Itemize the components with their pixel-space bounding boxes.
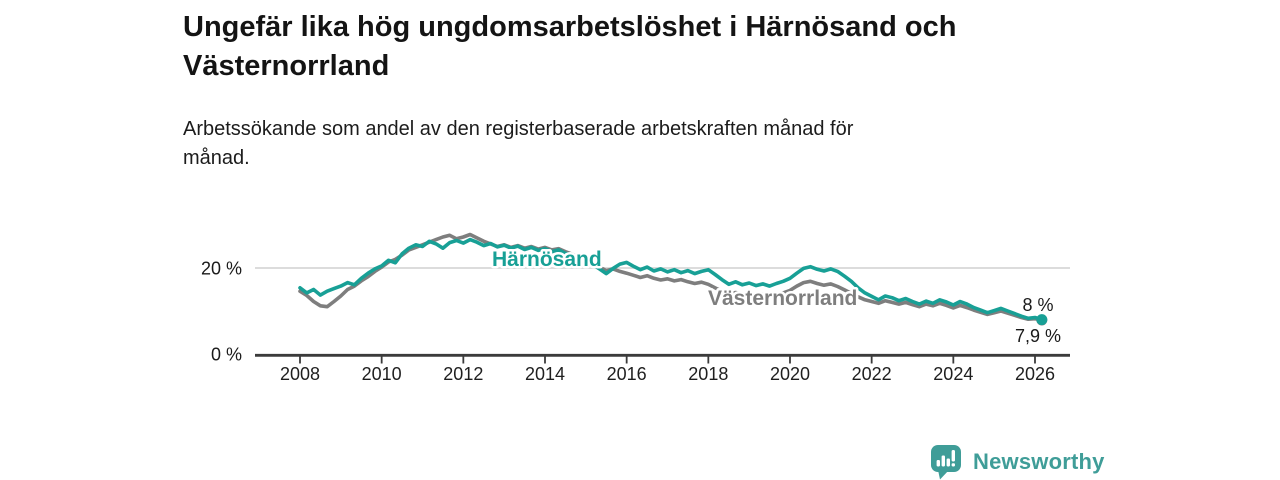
line-chart: 2008 2010 2012 2014 2016 2018 2020 2022 2024 2026… <box>201 232 1070 384</box>
chart-subtitle: Arbetssökande som andel av den registerb… <box>183 115 1083 173</box>
subtitle-line-1: Arbetssökande som andel av den registerb… <box>183 118 854 140</box>
title-line-2: Västernorrland <box>183 49 390 82</box>
x-tick-label-2008: 2008 <box>280 364 320 384</box>
x-tick-label-2016: 2016 <box>607 364 647 384</box>
series-line-härnösand <box>298 237 1044 322</box>
x-tick-label-2024: 2024 <box>933 364 973 384</box>
title-line-1: Ungefär lika hög ungdomsarbetslöshet i H… <box>183 11 957 43</box>
x-tick-label-2020: 2020 <box>770 364 810 384</box>
series-label-härnösand: Härnösand <box>492 248 602 271</box>
chart-area: 2008 2010 2012 2014 2016 2018 2020 2022 2024 2026… <box>180 208 1090 413</box>
newsworthy-wordmark: Newsworthy <box>973 448 1105 474</box>
y-tick-label-0: 0 % <box>211 345 242 365</box>
end-label-västernorrland: 7,9 % <box>1015 326 1061 346</box>
page-title: Ungefär lika hög ungdomsarbetslöshet i H… <box>183 8 1143 85</box>
newsworthy-attribution: Newsworthy <box>928 443 1105 480</box>
newsworthy-logo-icon <box>931 445 961 480</box>
x-tick-label-2014: 2014 <box>525 364 565 384</box>
x-tick-label-2026: 2026 <box>1015 364 1055 384</box>
subtitle-line-2: månad. <box>183 147 250 169</box>
x-tick-label-2010: 2010 <box>362 364 402 384</box>
x-tick-label-2012: 2012 <box>443 364 483 384</box>
y-tick-label-20: 20 % <box>201 259 242 279</box>
series-label-västernorrland: Västernorrland <box>708 287 857 310</box>
x-tick-label-2018: 2018 <box>688 364 728 384</box>
x-tick-label-2022: 2022 <box>852 364 892 384</box>
end-label-härnösand: 8 % <box>1022 295 1053 315</box>
end-dot-härnösand <box>1036 314 1048 326</box>
